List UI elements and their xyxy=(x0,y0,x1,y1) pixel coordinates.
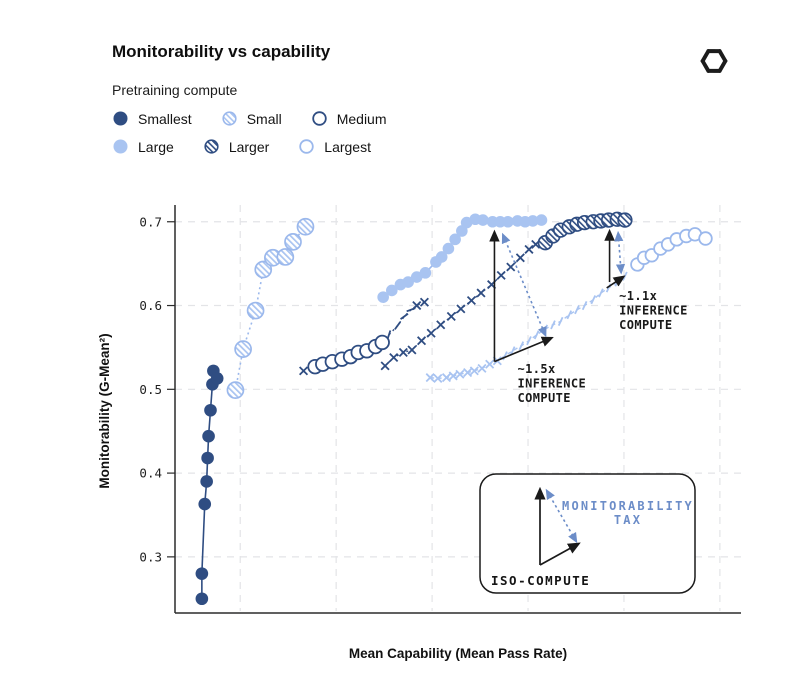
y-tick-label: 0.5 xyxy=(139,382,162,397)
inference-1.5x-label-line: INFERENCE xyxy=(517,376,586,390)
legend-marker-larger-icon xyxy=(204,139,219,154)
inference-1.1x-label-line: COMPUTE xyxy=(619,318,672,332)
legend-item-label: Medium xyxy=(336,110,387,127)
legend-rows: Smallest Small Medium Large Larger Largest xyxy=(112,110,387,155)
y-tick-label: 0.4 xyxy=(139,466,162,481)
legend-item-label: Large xyxy=(138,138,174,155)
monitorability-tax-1.1x-arrow xyxy=(614,230,626,275)
iso-compute-label: ISO-COMPUTE xyxy=(491,573,590,588)
y-axis-label: Monitorability (G-Mean²) xyxy=(97,333,112,488)
legend-item-label: Larger xyxy=(228,138,270,155)
series-smallest xyxy=(195,364,224,606)
series-small xyxy=(226,217,315,399)
axes: 0.7 0.6 0.5 0.4 0.3 xyxy=(139,205,741,614)
legend-row: Smallest Small Medium xyxy=(112,110,387,127)
inference-1.5x-label-line: ~1.5x xyxy=(517,362,555,376)
legend-item-large: Large xyxy=(112,138,174,155)
legend-item-medium: Medium xyxy=(311,110,387,127)
inset-box xyxy=(479,473,696,594)
y-tick-label: 0.3 xyxy=(139,549,162,564)
monitorability-tax-label: MONITORABILITY xyxy=(562,499,694,513)
inference-1.1x-label-line: INFERENCE xyxy=(619,303,688,317)
legend-item-label: Smallest xyxy=(138,110,192,127)
legend-title: Pretraining compute xyxy=(112,82,238,98)
inset-tax-arrow xyxy=(545,488,578,544)
inset-iso-arrow xyxy=(539,542,581,566)
inference-1.5x-iso-arrow xyxy=(494,336,554,363)
inference-1.1x-iso-arrow xyxy=(606,275,626,289)
legend: Pretraining compute Smallest Small Medium L… xyxy=(112,82,387,166)
legend-item-larger: Larger xyxy=(203,138,269,155)
inference-1.5x-label-line: COMPUTE xyxy=(517,391,570,405)
openai-logo-icon xyxy=(700,49,728,73)
legend-marker-largest-icon xyxy=(299,139,314,154)
inference-1.1x-label-line: ~1.1x xyxy=(619,289,657,303)
monitorability-tax-1.5x-arrow xyxy=(501,232,547,338)
series-medium xyxy=(307,334,390,375)
data-series xyxy=(195,211,713,606)
legend-item-smallest: Smallest xyxy=(112,110,192,127)
series-large xyxy=(377,213,548,303)
series-largest xyxy=(630,227,713,272)
legend-item-label: Largest xyxy=(324,138,371,155)
y-tick-label: 0.7 xyxy=(139,214,162,229)
annotations: ~1.5xINFERENCECOMPUTE~1.1xINFERENCECOMPU… xyxy=(489,228,688,405)
large-inference-chain xyxy=(425,271,628,383)
legend-item-label: Small xyxy=(246,110,282,127)
legend-item-small: Small xyxy=(221,110,282,127)
medium-baseline-marker xyxy=(299,366,309,376)
legend-marker-medium-icon xyxy=(312,111,327,126)
y-tick-label: 0.6 xyxy=(139,298,162,313)
legend-item-largest: Largest xyxy=(298,138,371,155)
legend-marker-small-icon xyxy=(222,111,237,126)
legend-row: Large Larger Largest xyxy=(112,138,387,155)
series-larger xyxy=(537,211,633,251)
page-title: Monitorability vs capability xyxy=(112,42,331,61)
x-axis-label: Mean Capability (Mean Pass Rate) xyxy=(349,646,567,661)
legend-marker-smallest-icon xyxy=(113,111,128,126)
monitorability-tax-label: TAX xyxy=(614,513,642,527)
legend-marker-large-icon xyxy=(113,139,128,154)
